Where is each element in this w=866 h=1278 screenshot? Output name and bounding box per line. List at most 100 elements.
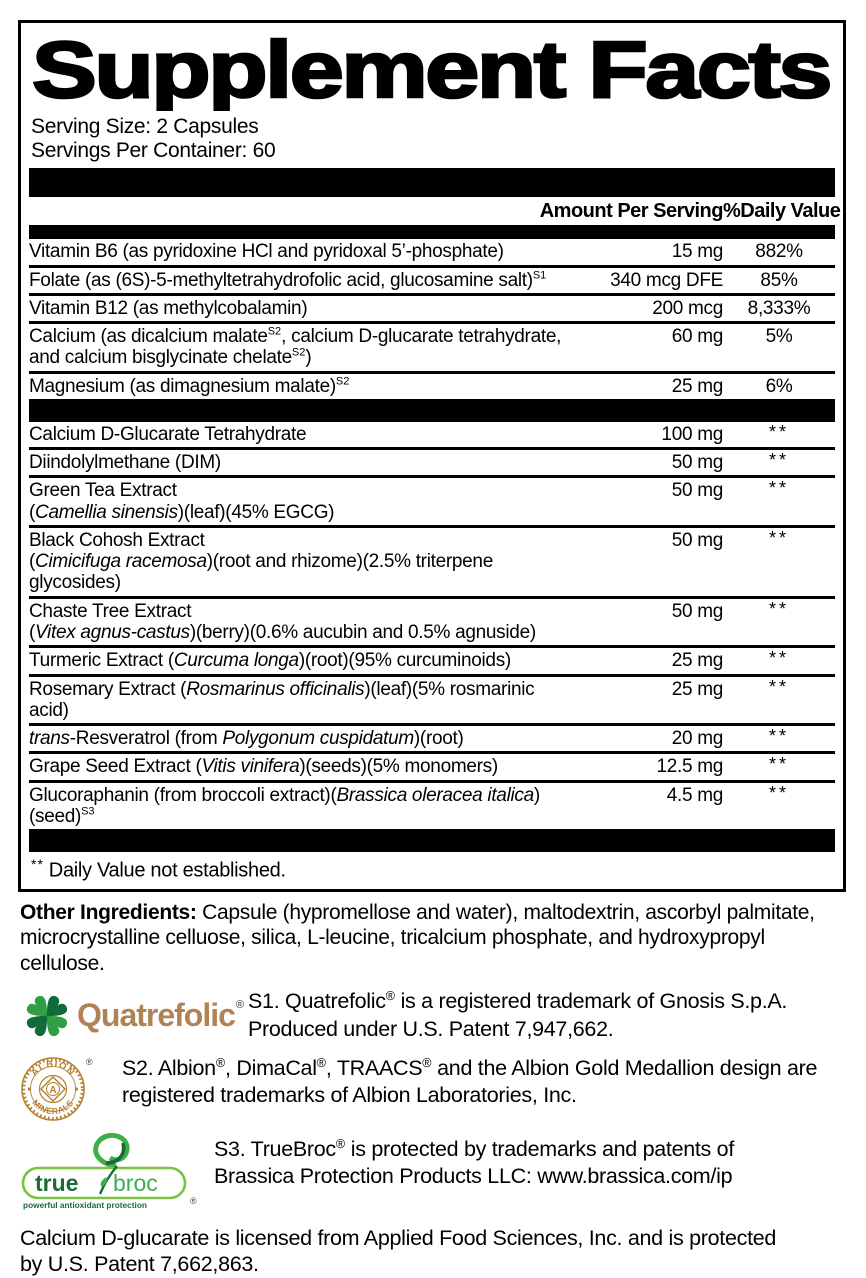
daily-value-cell: ** bbox=[768, 598, 789, 619]
albion-center-letter: A bbox=[49, 1085, 56, 1096]
registered-mark-icon: ® bbox=[235, 998, 245, 1011]
supplement-facts-title: Supplement Facts bbox=[31, 29, 834, 111]
table-row: Grape Seed Extract (Vitis vinifera)(seed… bbox=[29, 751, 835, 779]
daily-value-cell: 882% bbox=[755, 241, 803, 263]
table-row: Diindolylmethane (DIM) 50 mg ** bbox=[29, 447, 835, 475]
registered-mark-icon: ® bbox=[86, 1057, 93, 1067]
amount-cell: 4.5 mg bbox=[666, 784, 724, 806]
daily-value-cell: ** bbox=[768, 527, 789, 548]
ingredient-name-cell: Rosemary Extract (Rosmarinus officinalis… bbox=[29, 678, 535, 721]
daily-value-cell: 6% bbox=[765, 375, 793, 397]
table-row: Chaste Tree Extract (Vitex agnus-castus)(… bbox=[29, 595, 835, 646]
albion-medallion-icon: ALBION MINERALS A ® bbox=[21, 1057, 93, 1121]
ingredient-name-cell: Glucoraphanin (from broccoli extract)(Br… bbox=[29, 784, 540, 827]
daily-value-cell: 5% bbox=[765, 326, 793, 348]
section-divider-bar bbox=[29, 398, 835, 422]
truebroc-tagline: powerful antioxidant protection bbox=[23, 1200, 147, 1210]
daily-value-cell: ** bbox=[768, 754, 789, 775]
albion-arc-bottom-text: MINERALS bbox=[30, 1097, 75, 1116]
table-row: Vitamin B6 (as pyridoxine HCl and pyrido… bbox=[29, 239, 835, 264]
note-line: S2. Albion®, DimaCal®, TRAACS® and the A… bbox=[122, 1055, 818, 1080]
quatrefolic-note-row: Quatrefolic ® S1. Quatrefolic® is a regi… bbox=[20, 987, 844, 1045]
note-line: S3. TrueBroc® is protected by trademarks… bbox=[214, 1136, 735, 1161]
quatrefolic-wordmark: Quatrefolic bbox=[77, 997, 236, 1034]
note-line: registered trademarks of Albion Laborato… bbox=[122, 1082, 577, 1107]
quatrefolic-note-text: S1. Quatrefolic® is a registered tradema… bbox=[248, 988, 787, 1043]
ingredient-name-cell: Grape Seed Extract (Vitis vinifera)(seed… bbox=[29, 756, 498, 778]
table-row: Glucoraphanin (from broccoli extract)(Br… bbox=[29, 779, 835, 830]
serving-size-line: Serving Size: 2 Capsules bbox=[31, 115, 259, 138]
amount-cell: 50 mg bbox=[671, 529, 724, 551]
amount-cell: 25 mg bbox=[671, 650, 724, 672]
nutrients-section: Vitamin B6 (as pyridoxine HCl and pyrido… bbox=[29, 239, 835, 399]
supplement-facts-panel: Supplement Facts Serving Size: 2 Capsule… bbox=[18, 20, 846, 892]
amount-cell: 340 mcg DFE bbox=[610, 269, 723, 291]
amount-cell: 60 mg bbox=[671, 326, 724, 348]
daily-value-cell: ** bbox=[768, 676, 789, 697]
column-header-row: Amount Per Serving %Daily Value bbox=[29, 197, 841, 225]
note-line: Brassica Protection Products LLC: www.br… bbox=[214, 1163, 733, 1188]
amount-cell: 100 mg bbox=[661, 423, 723, 445]
amount-cell: 20 mg bbox=[671, 728, 724, 750]
table-row: Vitamin B12 (as methylcobalamin) 200 mcg… bbox=[29, 292, 835, 321]
svg-text:MINERALS: MINERALS bbox=[30, 1097, 75, 1116]
other-ingredients-text: Capsule (hypromellose and water), maltod… bbox=[20, 900, 815, 975]
ingredient-name-cell: Calcium D-Glucarate Tetrahydrate bbox=[29, 423, 307, 445]
truebroc-word-true: true bbox=[35, 1170, 78, 1196]
amount-cell: 25 mg bbox=[671, 678, 724, 700]
table-row: Magnesium (as dimagnesium malate)S2 25 m… bbox=[29, 370, 835, 399]
daily-value-cell: ** bbox=[768, 478, 789, 499]
truebroc-logo: true broc powerful antioxidant protectio… bbox=[20, 1130, 204, 1215]
daily-value-cell: ** bbox=[768, 450, 789, 471]
bottom-divider-bar bbox=[29, 829, 835, 853]
serving-info: Serving Size: 2 Capsules Servings Per Co… bbox=[31, 115, 835, 163]
ingredient-name-cell: trans-Resveratrol (from Polygonum cuspid… bbox=[29, 728, 464, 750]
daily-value-cell: ** bbox=[768, 726, 789, 747]
daily-value-cell: 85% bbox=[760, 269, 798, 291]
daily-value-cell: ** bbox=[768, 782, 789, 803]
daily-value-cell: ** bbox=[768, 421, 789, 442]
ingredient-name-cell: Magnesium (as dimagnesium malate)S2 bbox=[29, 375, 350, 397]
ingredient-name-cell: Turmeric Extract (Curcuma longa)(root)(9… bbox=[29, 650, 511, 672]
license-line: Calcium D-glucarate is licensed from App… bbox=[20, 1225, 777, 1250]
daily-value-header: %Daily Value bbox=[723, 200, 841, 223]
truebroc-logo-icon: true broc powerful antioxidant protectio… bbox=[21, 1132, 197, 1210]
title-text: Supplement Facts bbox=[32, 29, 830, 111]
daily-value-cell: 8,333% bbox=[747, 297, 811, 319]
ingredient-name-cell: Diindolylmethane (DIM) bbox=[29, 452, 221, 474]
ingredient-name-cell: Vitamin B6 (as pyridoxine HCl and pyrido… bbox=[29, 241, 504, 263]
table-row: Calcium D-Glucarate Tetrahydrate 100 mg … bbox=[29, 422, 835, 447]
amount-cell: 50 mg bbox=[671, 480, 724, 502]
daily-value-footnote: ** Daily Value not established. bbox=[31, 856, 286, 882]
table-row: Calcium (as dicalcium malateS2, calcium … bbox=[29, 321, 835, 371]
amount-cell: 50 mg bbox=[671, 600, 724, 622]
ingredient-name-cell: Calcium (as dicalcium malateS2, calcium … bbox=[29, 325, 562, 369]
other-ingredients-paragraph: Other Ingredients: Capsule (hypromellose… bbox=[20, 900, 844, 977]
truebroc-note-row: true broc powerful antioxidant protectio… bbox=[20, 1130, 844, 1215]
note-line: S1. Quatrefolic® is a registered tradema… bbox=[248, 989, 788, 1014]
albion-note-text: S2. Albion®, DimaCal®, TRAACS® and the A… bbox=[122, 1055, 817, 1110]
ingredient-name-cell: Vitamin B12 (as methylcobalamin) bbox=[29, 297, 308, 319]
amount-cell: 15 mg bbox=[671, 241, 724, 263]
botanicals-section: Calcium D-Glucarate Tetrahydrate 100 mg … bbox=[29, 422, 835, 829]
albion-medallion-logo: ALBION MINERALS A ® bbox=[20, 1055, 98, 1128]
daily-value-cell: ** bbox=[768, 648, 789, 669]
clover-icon bbox=[24, 993, 70, 1038]
albion-note-row: ALBION MINERALS A ® S2. Albion®, DimaCal… bbox=[20, 1055, 844, 1128]
license-paragraph: Calcium D-glucarate is licensed from App… bbox=[20, 1225, 844, 1278]
registered-mark-icon: ® bbox=[190, 1196, 197, 1206]
table-row: Rosemary Extract (Rosmarinus officinalis… bbox=[29, 673, 835, 724]
ingredient-name-cell: Chaste Tree Extract (Vitex agnus-castus)(… bbox=[29, 600, 536, 643]
amount-cell: 200 mcg bbox=[652, 297, 723, 319]
servings-per-container-line: Servings Per Container: 60 bbox=[31, 139, 276, 163]
quatrefolic-logo: Quatrefolic ® bbox=[20, 987, 248, 1045]
thin-divider-bar bbox=[29, 225, 835, 240]
table-row: Folate (as (6S)-5-methyltetrahydrofolic … bbox=[29, 264, 835, 293]
ingredient-name-cell: Black Cohosh Extract (Cimicifuga racemosa… bbox=[29, 529, 493, 594]
table-row: Turmeric Extract (Curcuma longa)(root)(9… bbox=[29, 645, 835, 673]
license-line: by U.S. Patent 7,662,863. bbox=[20, 1252, 259, 1277]
amount-cell: 12.5 mg bbox=[656, 756, 723, 778]
other-ingredients-label: Other Ingredients: bbox=[20, 900, 197, 924]
amount-cell: 25 mg bbox=[671, 375, 724, 397]
amount-per-serving-header: Amount Per Serving bbox=[539, 200, 724, 223]
